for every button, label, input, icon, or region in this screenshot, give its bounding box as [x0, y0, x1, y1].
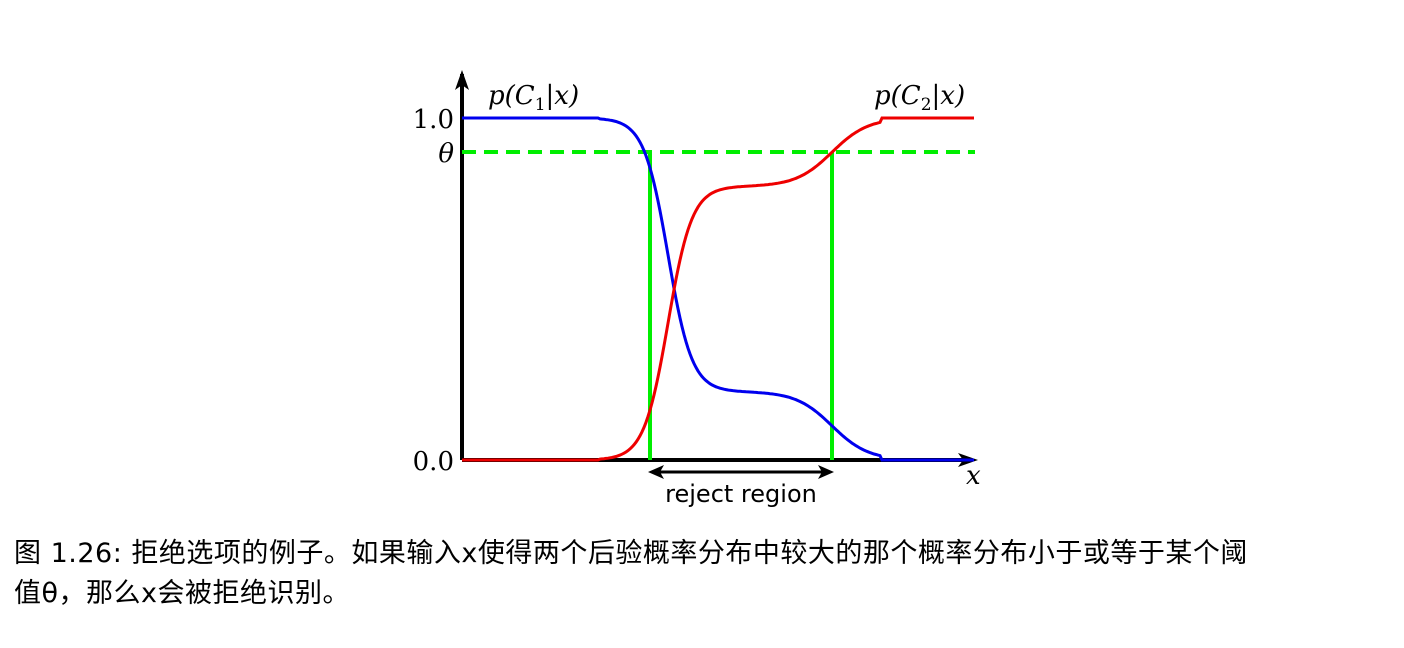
curve-c2-label-p: p( — [874, 81, 902, 111]
reject-region-label: reject region — [665, 480, 817, 508]
curve-c2-label-tail: |x) — [932, 81, 966, 111]
figure-caption: 图 1.26: 拒绝选项的例子。如果输入x使得两个后验概率分布中较大的那个概率分… — [14, 534, 1390, 614]
reject-region-arrowhead-right — [818, 465, 834, 479]
y-axis-arrowhead — [455, 70, 469, 90]
curve-c2-label-c: C — [901, 81, 921, 111]
curve-c1-label: p(C1|x) — [488, 81, 579, 115]
curve-c2-label: p(C2|x) — [874, 81, 965, 115]
curve-c1-label-tail: |x) — [546, 81, 580, 111]
caption-line-1: 图 1.26: 拒绝选项的例子。如果输入x使得两个后验概率分布中较大的那个概率分… — [14, 538, 1248, 569]
curve-c1-label-p: p( — [488, 81, 516, 111]
posterior-c1-curve — [462, 116, 974, 462]
x-axis-label: x — [966, 461, 981, 491]
y-tick-label-top: 1.0 — [413, 105, 454, 135]
y-tick-label-theta: θ — [438, 139, 454, 169]
curve-c2-label-sub: 2 — [921, 95, 932, 115]
posterior-c2-curve — [462, 116, 974, 462]
reject-region-arrowhead-left — [648, 465, 664, 479]
y-tick-label-bottom: 0.0 — [413, 447, 454, 477]
curve-c1-label-c: C — [515, 81, 535, 111]
caption-line-2: 值θ，那么x会被拒绝识别。 — [14, 578, 350, 609]
curve-c1-label-sub: 1 — [535, 95, 546, 115]
reject-option-figure: 1.0 θ 0.0 x p(C1|x) p(C2|x) reject regio… — [413, 70, 981, 508]
